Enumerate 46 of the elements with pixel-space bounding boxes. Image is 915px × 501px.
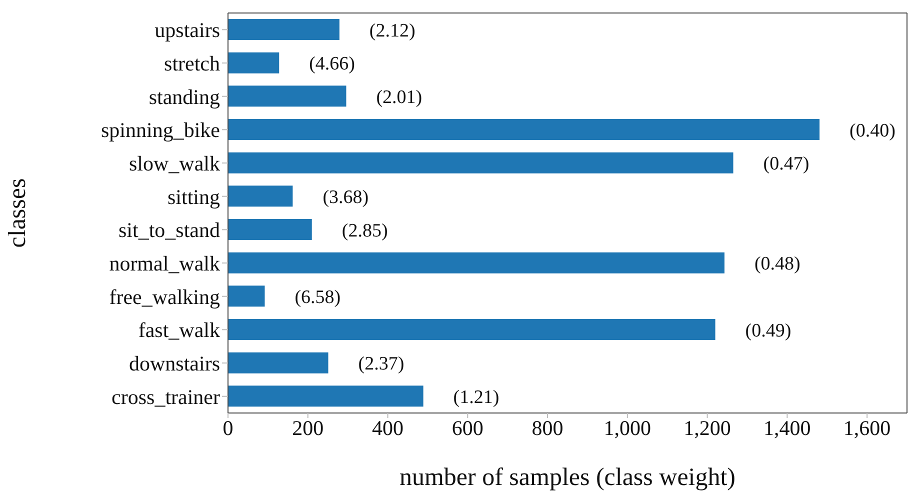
y-tick-label: sit_to_stand	[118, 218, 220, 242]
y-tick-label: normal_walk	[109, 251, 220, 276]
x-tick-label: 1,000	[604, 416, 652, 440]
annotation: (3.68)	[322, 187, 369, 208]
y-tick-label: free_walking	[109, 284, 220, 309]
annotation: (2.12)	[369, 20, 416, 42]
bar	[228, 52, 280, 74]
x-axis-title: number of samples (class weight)	[399, 464, 736, 491]
bar	[228, 186, 293, 207]
y-tick-label: sitting	[167, 184, 220, 209]
bar	[228, 219, 312, 240]
annotation: (2.01)	[376, 87, 422, 108]
x-tick-label: 600	[452, 416, 484, 440]
annotation: (2.85)	[342, 220, 388, 242]
bar	[228, 252, 724, 274]
bar	[228, 86, 346, 107]
annotation: (2.37)	[358, 354, 404, 375]
annotation: (0.48)	[754, 254, 800, 275]
annotation: (4.66)	[309, 54, 356, 75]
annotation: (6.58)	[294, 287, 341, 308]
y-tick-label: upstairs	[154, 18, 220, 42]
y-tick-label: cross_trainer	[112, 384, 220, 409]
x-tick-label: 1,400	[764, 416, 811, 440]
x-tick-label: 1,600	[843, 416, 891, 440]
y-tick-label: downstairs	[129, 351, 220, 376]
y-tick-label: standing	[148, 84, 220, 109]
annotation: (1.21)	[453, 387, 500, 408]
x-tick-label: 1,200	[684, 416, 731, 440]
x-tick-label: 400	[372, 416, 404, 440]
y-tick-label: slow_walk	[129, 151, 220, 176]
bar	[228, 352, 328, 374]
y-tick-label: fast_walk	[138, 318, 220, 342]
y-tick-label: stretch	[164, 51, 220, 76]
bar	[228, 386, 424, 407]
bar	[228, 119, 820, 140]
y-tick-label: spinning_bike	[101, 118, 220, 142]
annotation: (0.49)	[745, 320, 792, 342]
x-tick-label: 0	[222, 416, 234, 440]
x-tick-label: 200	[292, 416, 324, 440]
bar	[228, 19, 340, 40]
annotation: (0.40)	[850, 120, 896, 142]
x-tick-label: 800	[532, 416, 564, 440]
bar	[228, 319, 716, 340]
annotation: (0.47)	[763, 154, 810, 175]
bar	[228, 152, 734, 174]
bar	[228, 286, 265, 307]
